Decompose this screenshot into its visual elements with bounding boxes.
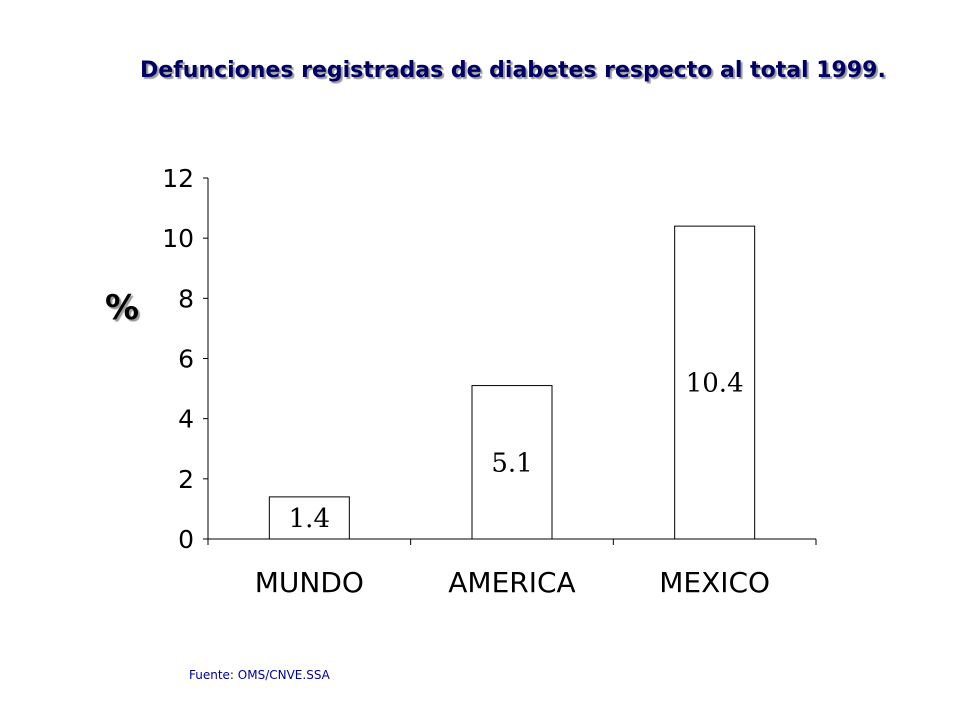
bar-america — [471, 385, 553, 540]
data-label: 5.1 — [491, 448, 532, 478]
bar-mundo — [268, 496, 350, 540]
source-note: Fuente: OMS/CNVE.SSA — [189, 668, 330, 682]
y-tick-label: 12 — [162, 164, 194, 193]
chart-bars: 1.4 5.1 10.4 — [268, 225, 756, 540]
data-label: 1.4 — [289, 504, 330, 534]
data-label: 10.4 — [686, 369, 744, 399]
y-tick-label: 6 — [178, 345, 194, 374]
chart-axes: 0 2 4 6 8 10 12 MUNDO AMERICA MEXICO — [162, 164, 817, 599]
chart-title: Defunciones registradas de diabetes resp… — [140, 58, 886, 83]
x-tick-label: AMERICA — [448, 566, 575, 599]
y-tick-label: 0 — [178, 525, 194, 554]
y-axis-label: % — [105, 288, 139, 328]
y-tick-label: 2 — [178, 465, 194, 494]
y-tick-label: 4 — [178, 405, 194, 434]
x-tick-label: MEXICO — [659, 566, 770, 599]
bar-mexico — [674, 225, 756, 540]
y-tick-label: 8 — [178, 284, 194, 313]
x-tick-label: MUNDO — [255, 566, 364, 599]
y-tick-label: 10 — [162, 224, 194, 253]
